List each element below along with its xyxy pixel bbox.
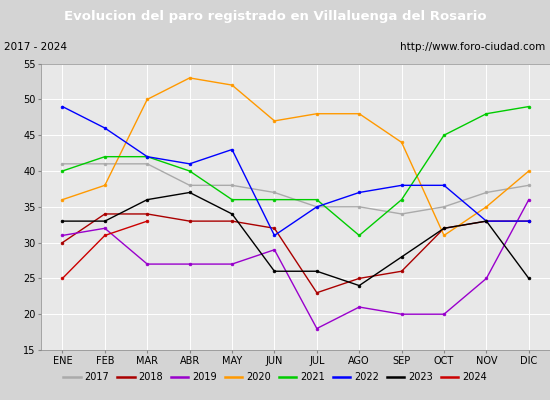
Legend: 2017, 2018, 2019, 2020, 2021, 2022, 2023, 2024: 2017, 2018, 2019, 2020, 2021, 2022, 2023… [60,369,490,385]
Text: Evolucion del paro registrado en Villaluenga del Rosario: Evolucion del paro registrado en Villalu… [64,10,486,23]
Text: 2017 - 2024: 2017 - 2024 [4,42,68,52]
Text: http://www.foro-ciudad.com: http://www.foro-ciudad.com [400,42,546,52]
